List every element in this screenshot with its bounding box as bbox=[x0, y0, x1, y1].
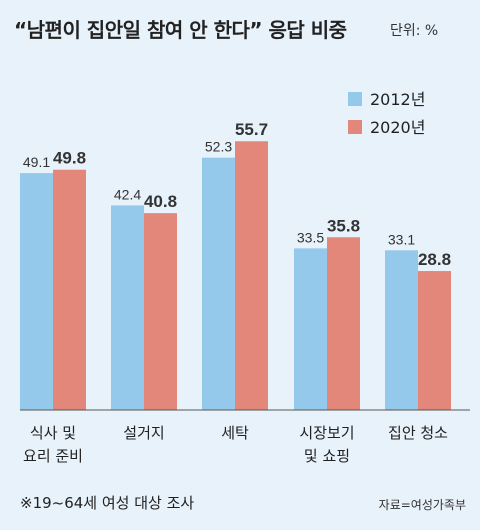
footnote: ※19~64세 여성 대상 조사 bbox=[20, 494, 195, 512]
category-label-1: 설거지 bbox=[123, 424, 164, 442]
bar-2020년-3 bbox=[327, 237, 360, 410]
bar-2020년-2 bbox=[235, 141, 268, 410]
data-label-2020년-4: 28.8 bbox=[418, 250, 451, 269]
category-label-3: 및 쇼핑 bbox=[304, 447, 350, 465]
bar-2020년-4 bbox=[418, 271, 451, 410]
category-label-0: 요리 준비 bbox=[23, 447, 83, 465]
legend-swatch-2012년 bbox=[348, 92, 362, 106]
data-label-2012년-4: 33.1 bbox=[388, 231, 415, 247]
legend-label-2020년: 2020년 bbox=[370, 118, 425, 137]
data-label-2012년-0: 49.1 bbox=[23, 154, 50, 170]
source-label: 자료=여성가족부 bbox=[378, 498, 466, 512]
category-label-2: 세탁 bbox=[221, 424, 249, 442]
bar-2012년-2 bbox=[202, 157, 235, 410]
data-label-2020년-3: 35.8 bbox=[327, 216, 360, 235]
category-label-4: 집안 청소 bbox=[388, 424, 448, 442]
bar-2020년-0 bbox=[53, 169, 86, 410]
bar-2012년-0 bbox=[20, 173, 53, 410]
chart-title: “남편이 집안일 참여 안 한다” 응답 비중 bbox=[14, 18, 347, 42]
category-label-3: 시장보기 bbox=[299, 424, 354, 442]
unit-label: 단위: % bbox=[390, 23, 439, 39]
data-label-2020년-2: 55.7 bbox=[235, 120, 268, 139]
data-label-2012년-1: 42.4 bbox=[114, 186, 141, 202]
category-label-0: 식사 및 bbox=[30, 424, 76, 442]
bar-2020년-1 bbox=[144, 213, 177, 410]
data-label-2020년-1: 40.8 bbox=[144, 192, 177, 211]
bar-2012년-1 bbox=[111, 205, 144, 410]
bar-2012년-3 bbox=[294, 248, 327, 410]
data-label-2012년-3: 33.5 bbox=[297, 229, 324, 245]
bar-2012년-4 bbox=[385, 250, 418, 410]
legend-label-2012년: 2012년 bbox=[370, 90, 425, 109]
data-label-2012년-2: 52.3 bbox=[205, 139, 232, 155]
data-label-2020년-0: 49.8 bbox=[53, 149, 86, 168]
legend-swatch-2020년 bbox=[348, 120, 362, 134]
